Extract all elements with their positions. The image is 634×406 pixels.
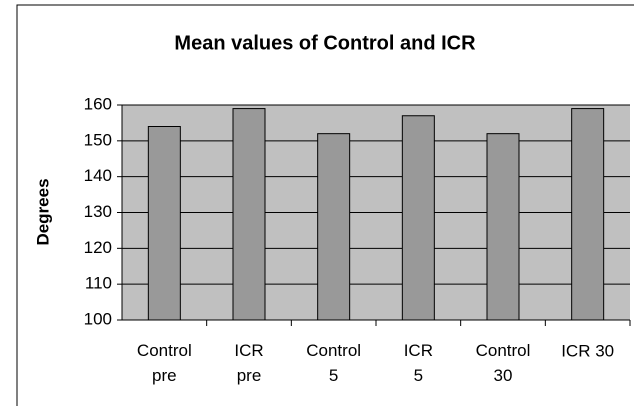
bar [317,133,351,321]
y-tick-label: 100 [84,309,112,328]
y-tick-label: 120 [84,238,112,257]
x-tick-label: ICR 5 [404,341,433,385]
bar [232,108,266,321]
y-tick-label: 150 [84,130,112,149]
x-tick-label: Control 5 [306,341,361,385]
bar [571,108,605,321]
bar [147,126,181,321]
y-tick-label: 130 [84,202,112,221]
y-tick-label: 160 [84,94,112,113]
bar [401,115,435,321]
y-axis-label: Degrees [33,178,52,245]
bar [486,133,520,321]
y-tick-label: 110 [85,274,112,293]
y-tick-label: 140 [84,166,112,185]
x-tick-label: ICR pre [234,341,263,385]
x-tick-label: ICR 30 [561,341,614,360]
chart-title: Mean values of Control and ICR [174,32,476,54]
x-tick-label: Control pre [137,341,192,385]
x-tick-label: Control 30 [476,341,531,385]
